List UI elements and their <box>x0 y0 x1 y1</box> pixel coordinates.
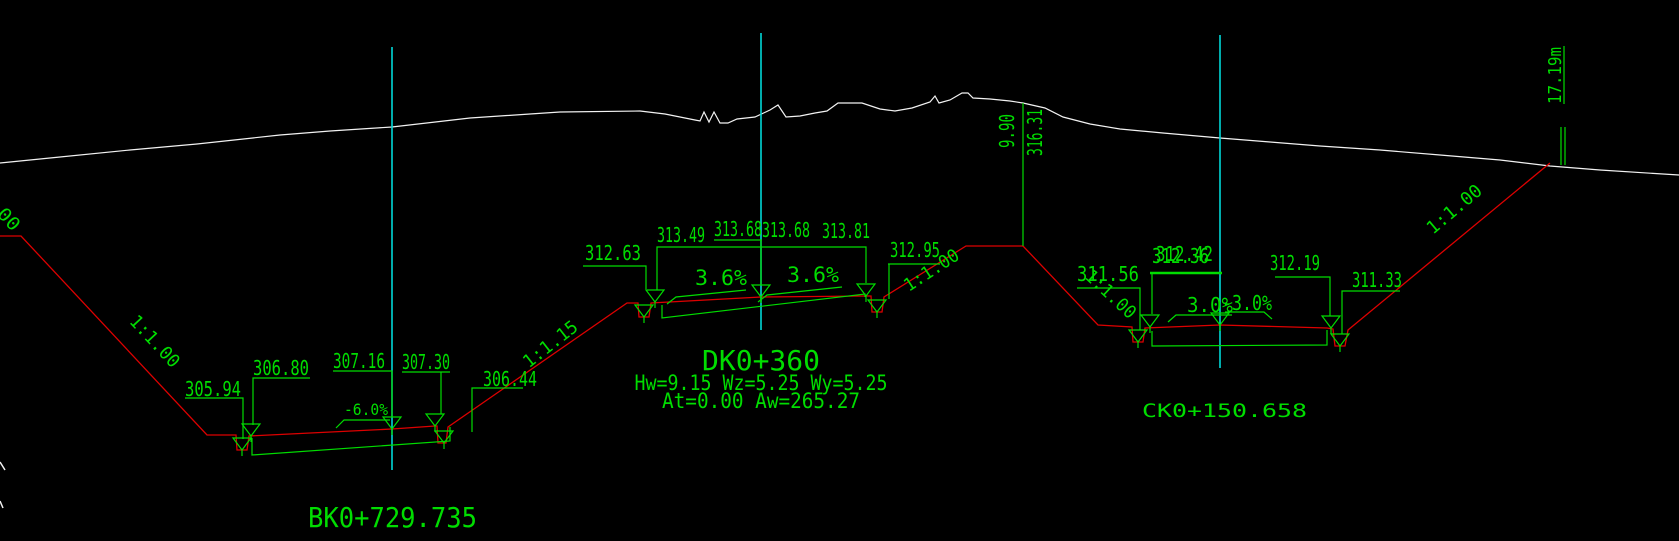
bk-crossfall-label[interactable]: -6.0% <box>344 400 388 419</box>
dk-cut-width-label[interactable]: 9.90 <box>995 114 1019 148</box>
dk-elev-right-edge[interactable]: 313.81 <box>822 219 870 243</box>
ck-elev-center-a[interactable]: 312.36 <box>1152 244 1209 268</box>
ck-elev-right-edge[interactable]: 312.19 <box>1270 251 1320 275</box>
ck-dimension-leaders[interactable] <box>1077 273 1400 347</box>
ck-crossfall-left-label[interactable]: 3.0% <box>1187 293 1233 317</box>
dk-elev-left-edge[interactable]: 313.49 <box>657 223 705 247</box>
design-grade-line[interactable] <box>0 162 1551 451</box>
ck-station-label[interactable]: CK0+150.658 <box>1142 400 1307 422</box>
offset-double-tick[interactable] <box>1560 127 1566 165</box>
terrain-ground-line[interactable] <box>0 92 1679 176</box>
right-offset-marker: 17.19m <box>1545 46 1566 165</box>
bk-elev-right-ditch[interactable]: 306.44 <box>483 367 537 391</box>
dk-ground-elev-label[interactable]: 316.31 <box>1023 109 1047 156</box>
ck-elev-right-ditch[interactable]: 311.33 <box>1352 268 1402 292</box>
edge-artifact-marks <box>0 461 6 509</box>
dk-elev-center-right[interactable]: 313.68 <box>762 218 810 242</box>
dk-elev-right-ditch[interactable]: 312.95 <box>890 238 940 262</box>
dk-elev-left-ditch[interactable]: 312.63 <box>585 241 641 265</box>
dk-params-line2[interactable]: At=0.00 Aw=265.27 <box>662 389 860 413</box>
dk-elev-center-left[interactable]: 313.68 <box>714 217 762 241</box>
dk-crossfall-right-label[interactable]: 3.6% <box>787 263 839 287</box>
bk-station-label[interactable]: BK0+729.735 <box>308 501 477 534</box>
bk-elev-center[interactable]: 307.16 <box>333 349 385 373</box>
dk-station-label[interactable]: DK0+360 <box>702 344 820 377</box>
ck-elev-center-b[interactable]: 312.42 <box>1156 242 1213 266</box>
bk-elev-right-edge[interactable]: 307.30 <box>402 350 450 374</box>
dk-params-line1[interactable]: Hw=9.15 Wz=5.25 Wy=5.25 <box>635 371 888 395</box>
ck-crossfall-right-label[interactable]: -3.0% <box>1222 291 1272 315</box>
dk-crossfall-left-label[interactable]: 3.6% <box>695 266 747 290</box>
bk-elev-left-edge[interactable]: 306.80 <box>253 356 309 380</box>
ck-elev-left[interactable]: 311.56 <box>1077 262 1139 286</box>
bk-dimension-leaders[interactable] <box>185 370 523 456</box>
bk-elev-left-ditch[interactable]: 305.94 <box>185 377 241 401</box>
dk-dimension-leaders[interactable] <box>583 239 940 319</box>
offset-label[interactable]: 17.19m <box>1545 47 1566 104</box>
section-dk: 312.63 313.49 313.68 313.68 313.81 312.9… <box>583 103 1047 413</box>
